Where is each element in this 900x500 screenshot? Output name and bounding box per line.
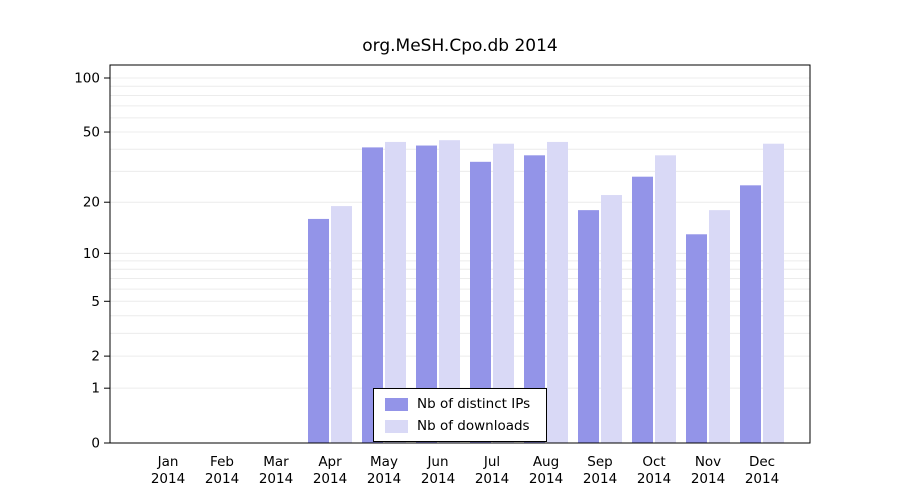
x-tick-label-year: 2014 [313,471,347,487]
legend-swatch-downloads [385,419,408,433]
x-tick-label-month: Nov [695,454,721,470]
x-tick-label-year: 2014 [367,471,401,487]
x-tick-label-year: 2014 [205,471,239,487]
bar-distinct-ips [578,210,599,443]
x-tick-label-month: Jul [483,454,500,470]
x-tick-label-year: 2014 [421,471,455,487]
y-tick-label: 10 [83,246,100,262]
y-tick-label: 50 [83,125,100,141]
x-tick-label-year: 2014 [583,471,617,487]
y-tick-label: 1 [91,381,100,397]
x-tick-label-year: 2014 [745,471,779,487]
bar-downloads [655,155,676,443]
chart-title: org.MeSH.Cpo.db 2014 [362,36,558,56]
y-tick-label: 0 [91,436,100,452]
bar-downloads [709,210,730,443]
bar-distinct-ips [632,176,653,443]
y-tick-label: 2 [91,349,100,365]
legend-item-distinct-ips: Nb of distinct IPs [385,396,530,412]
x-tick-label-month: Apr [318,454,342,470]
bar-distinct-ips [416,145,437,443]
x-tick-label-month: Mar [263,454,289,470]
bar-downloads [493,143,514,443]
bar-distinct-ips [686,234,707,443]
x-tick-label-month: Jun [426,454,448,470]
x-tick-label-year: 2014 [151,471,185,487]
x-tick-label-month: Aug [533,454,559,470]
x-tick-label-month: Sep [587,454,612,470]
bar-downloads [385,141,406,443]
chart-legend: Nb of distinct IPs Nb of downloads [373,388,548,442]
bar-downloads [763,143,784,443]
x-tick-label-month: Jan [157,454,179,470]
bar-downloads [547,141,568,443]
bar-downloads [601,195,622,443]
y-tick-label: 100 [74,71,100,87]
legend-label-distinct-ips: Nb of distinct IPs [417,396,531,412]
x-tick-label-month: May [370,454,398,470]
x-tick-label-year: 2014 [529,471,563,487]
legend-item-downloads: Nb of downloads [385,418,530,434]
bar-distinct-ips [308,218,329,443]
legend-label-downloads: Nb of downloads [417,418,530,434]
bar-distinct-ips [524,155,545,443]
plot-border [109,64,811,444]
bar-downloads [439,140,460,444]
x-tick-label-year: 2014 [475,471,509,487]
y-tick-label: 5 [91,294,100,310]
x-tick-label-month: Oct [642,454,665,470]
x-tick-label-year: 2014 [259,471,293,487]
x-tick-label-month: Feb [210,454,234,470]
x-tick-label-year: 2014 [637,471,671,487]
bar-distinct-ips [470,161,491,444]
x-tick-label-year: 2014 [691,471,725,487]
x-tick-label-month: Dec [749,454,775,470]
bar-distinct-ips [740,185,761,443]
bar-downloads [331,206,352,443]
y-tick-label: 20 [83,195,100,211]
legend-swatch-distinct-ips [385,397,408,411]
bar-distinct-ips [362,147,383,444]
